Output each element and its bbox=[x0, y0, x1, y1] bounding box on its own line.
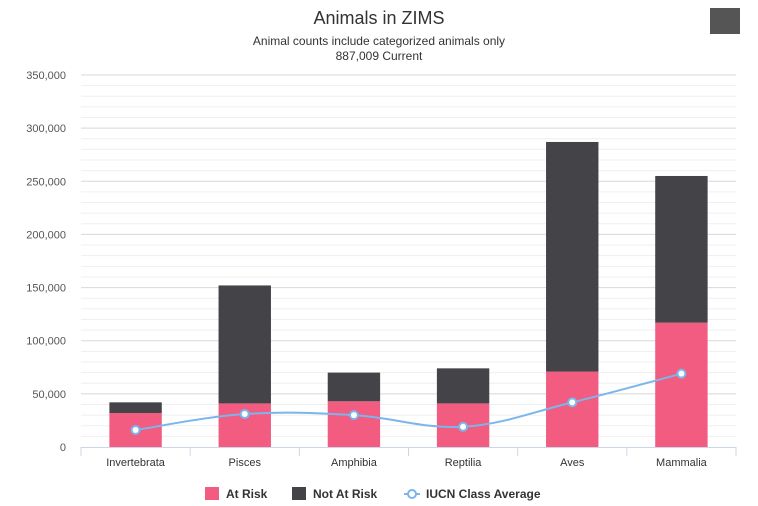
grid bbox=[81, 74, 736, 437]
legend-swatch bbox=[205, 487, 219, 500]
iucn-average-line bbox=[135, 372, 682, 431]
iucn-average-point bbox=[458, 421, 469, 432]
x-tick-label: Amphibia bbox=[331, 457, 378, 469]
y-tick-label: 100,000 bbox=[26, 336, 66, 348]
x-tick-label: Pisces bbox=[229, 457, 262, 469]
x-tick-label: Invertebrata bbox=[106, 457, 166, 469]
x-tick-label: Aves bbox=[560, 457, 585, 469]
bar-not-at-risk bbox=[218, 285, 271, 404]
chart-subtitle-line-2: 887,009 Current bbox=[336, 49, 423, 63]
x-tick-label: Mammalia bbox=[656, 457, 708, 469]
bar-not-at-risk bbox=[327, 372, 381, 402]
y-tick-label: 300,000 bbox=[26, 123, 66, 135]
y-tick-label: 350,000 bbox=[26, 70, 66, 82]
iucn-average-point bbox=[676, 368, 687, 379]
bar-not-at-risk bbox=[436, 368, 490, 404]
legend-label: Not At Risk bbox=[313, 487, 378, 501]
bar-not-at-risk bbox=[655, 175, 708, 323]
chart-menu-button[interactable] bbox=[710, 8, 740, 34]
legend-label: At Risk bbox=[226, 487, 268, 501]
x-tick-label: Reptilia bbox=[445, 457, 483, 469]
iucn-average-point bbox=[567, 397, 578, 408]
bar-not-at-risk bbox=[109, 402, 162, 413]
legend-swatch-marker bbox=[407, 489, 417, 499]
bar-at-risk bbox=[327, 401, 381, 447]
iucn-average-point bbox=[130, 424, 141, 435]
y-axis: 0 50,000 100,000 150,000 200,000 250,000 300,0… bbox=[26, 70, 66, 454]
y-tick-label: 150,000 bbox=[26, 283, 66, 295]
hamburger-menu-icon bbox=[716, 14, 734, 27]
y-tick-label: 200,000 bbox=[26, 229, 66, 241]
y-tick-label: 50,000 bbox=[32, 389, 66, 401]
bars bbox=[109, 141, 708, 447]
y-tick-label: 250,000 bbox=[26, 176, 66, 188]
legend-item-iucn-class-average[interactable]: IUCN Class Average bbox=[404, 487, 541, 501]
legend-label: IUCN Class Average bbox=[426, 487, 541, 501]
iucn-average-point bbox=[348, 410, 359, 421]
chart-title: Animals in ZIMS bbox=[313, 8, 444, 28]
legend-item-not-at-risk[interactable]: Not At Risk bbox=[292, 487, 378, 501]
legend: At Risk Not At Risk IUCN Class Average bbox=[205, 487, 541, 501]
y-tick-label: 0 bbox=[60, 442, 66, 454]
legend-item-at-risk[interactable]: At Risk bbox=[205, 487, 268, 501]
legend-swatch bbox=[292, 487, 306, 500]
bar-not-at-risk bbox=[546, 141, 599, 372]
bar-at-risk bbox=[655, 322, 708, 447]
average-line bbox=[130, 368, 687, 435]
bar-at-risk bbox=[546, 371, 599, 447]
chart-subtitle-line-1: Animal counts include categorized animal… bbox=[253, 34, 505, 48]
x-axis: Invertebrata Pisces Amphibia Reptilia Aves Ma… bbox=[80, 447, 737, 469]
iucn-average-point bbox=[239, 409, 250, 420]
